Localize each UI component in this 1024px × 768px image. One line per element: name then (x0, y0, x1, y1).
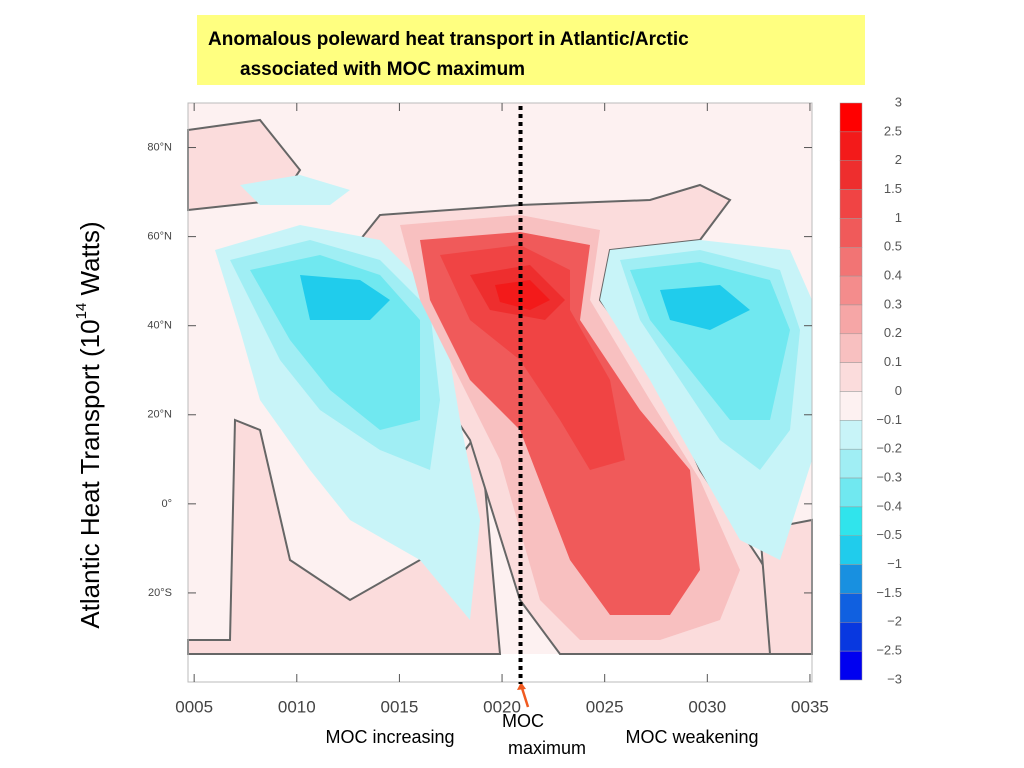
colorbar-label: 1 (895, 210, 902, 225)
y-axis-label-part: Atlantic Heat Transport (10 (75, 319, 105, 628)
chart-title: associated with MOC maximum (240, 59, 525, 80)
contour-region (240, 175, 350, 205)
plot-frame (187, 102, 813, 683)
colorbar-label: 0.3 (884, 296, 902, 311)
y-tick-label: 0° (161, 498, 172, 510)
colorbar-label: −0.4 (876, 498, 902, 513)
colorbar-label: −1.5 (876, 585, 902, 600)
colorbar-cell (839, 247, 863, 277)
annotation: MOC weakening (625, 727, 758, 747)
chart-title: Anomalous poleward heat transport in Atl… (208, 29, 689, 50)
title-box (197, 15, 865, 85)
colorbar-cell (839, 477, 863, 508)
y-tick-label: 60°N (147, 231, 172, 243)
colorbar-cell (839, 102, 863, 133)
colorbar-label: −1 (887, 556, 902, 571)
colorbar-cell (839, 131, 863, 161)
colorbar-label: −0.2 (876, 441, 902, 456)
colorbar-label: 2 (895, 152, 902, 167)
x-tick-label: 0025 (586, 697, 624, 716)
colorbar-cell (839, 391, 863, 421)
x-tick-label: 0010 (278, 697, 316, 716)
y-tick-label: 20°N (147, 409, 172, 421)
y-axis-label: Atlantic Heat Transport (1014 Watts) (73, 221, 105, 628)
x-tick-label: 0015 (381, 697, 419, 716)
y-tick-label: 40°N (147, 320, 172, 332)
colorbar-cell (839, 420, 863, 450)
x-tick-label: 0005 (175, 697, 213, 716)
colorbar-label: −3 (887, 671, 902, 686)
colorbar-cell (839, 218, 863, 248)
colorbar-cell (839, 506, 863, 536)
colorbar-cell (839, 333, 863, 363)
colorbar-cell (839, 160, 863, 190)
colorbar-label: 0.2 (884, 325, 902, 340)
colorbar-label: 3 (895, 94, 902, 109)
x-tick-label: 0020 (483, 697, 521, 716)
annotation: maximum (508, 738, 586, 758)
colorbar-cell (839, 622, 863, 652)
colorbar-cell (839, 650, 863, 681)
colorbar-label: 1.5 (884, 181, 902, 196)
colorbar-cell (839, 593, 863, 623)
annotation: MOC increasing (325, 727, 454, 747)
contour-region (660, 285, 750, 330)
x-tick-label: 0030 (688, 697, 726, 716)
colorbar-cell (839, 275, 863, 306)
colorbar-label: 0.5 (884, 239, 902, 254)
annotation: MOC (502, 711, 544, 731)
contour-region (300, 275, 390, 320)
y-axis-label-part: Watts) (75, 221, 105, 302)
colorbar-label: 0.4 (884, 268, 902, 283)
x-tick-label: 0035 (791, 697, 829, 716)
contour-region (495, 280, 550, 310)
colorbar-cell (839, 362, 863, 392)
colorbar-label: −2.5 (876, 643, 902, 658)
colorbar-cell (839, 448, 863, 479)
colorbar-cell (839, 304, 863, 335)
colorbar-label: −0.1 (876, 412, 902, 427)
colorbar-label: −2 (887, 614, 902, 629)
y-tick-label: 80°N (147, 141, 172, 153)
colorbar-cell (839, 189, 863, 219)
colorbar-label: 0.1 (884, 354, 902, 369)
colorbar-label: −0.3 (876, 469, 902, 484)
colorbar-label: 0 (895, 383, 902, 398)
y-axis-label-sup: 14 (73, 303, 90, 320)
y-tick-label: 20°S (148, 587, 172, 599)
arrow-head (517, 682, 526, 690)
contour-field (187, 103, 813, 655)
colorbar-cell (839, 535, 863, 565)
colorbar-label: 2.5 (884, 123, 902, 138)
arrow (520, 687, 530, 708)
colorbar-label: −0.5 (876, 527, 902, 542)
colorbar-cell (839, 564, 863, 594)
